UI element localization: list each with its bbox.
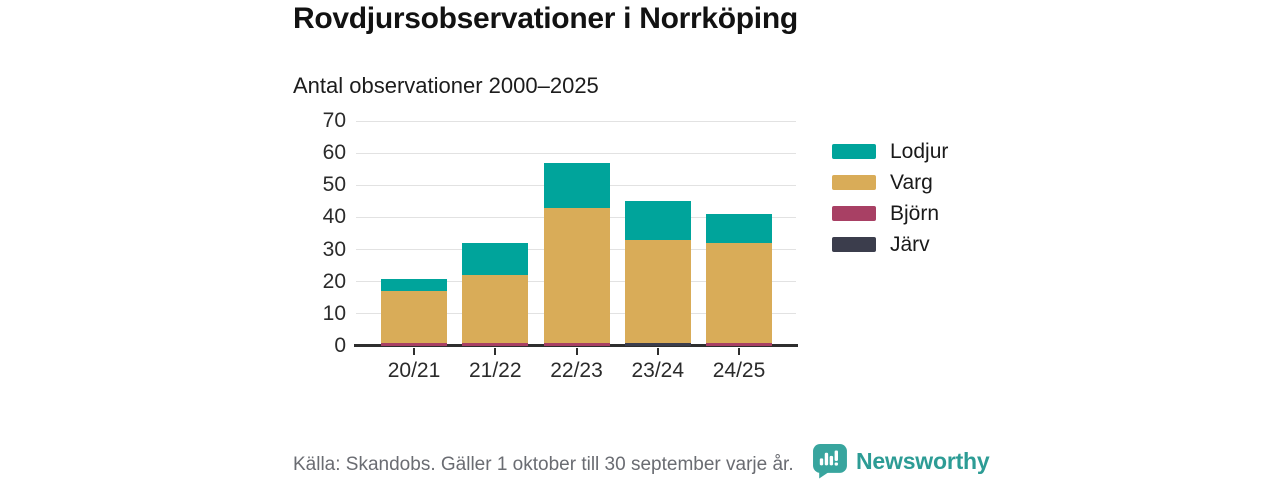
bar-segment-varg [462,275,529,343]
y-axis-tick-label: 20 [322,269,346,293]
legend-swatch-lodjur [832,144,876,159]
source-note: Källa: Skandobs. Gäller 1 oktober till 3… [293,454,794,475]
legend-label: Varg [890,170,933,194]
x-axis-tick-label: 23/24 [631,359,685,382]
y-axis-tick-label: 30 [322,237,346,261]
bar-segment-lodjur [624,201,691,240]
x-axis-tick [575,348,578,355]
bar-segment-björn [706,342,772,346]
bar-group [543,162,610,346]
legend-item-lodjur: Lodjur [832,139,949,163]
y-axis-tick-label: 50 [322,173,346,197]
y-axis-tick-label: 70 [322,109,346,132]
gridline [356,152,796,154]
x-axis-tick-label: 24/25 [712,359,766,382]
bar-segment-varg [706,243,772,343]
bar-group [381,278,447,346]
bar-segment-björn [543,342,610,346]
bar-group [624,201,691,346]
legend-swatch-varg [832,175,876,190]
chart-title: Rovdjursobservationer i Norrköping [293,2,798,35]
y-axis-tick-label: 10 [322,301,346,325]
legend-swatch-björn [832,206,876,221]
legend-label: Lodjur [890,139,949,163]
newsworthy-logo: Newsworthy [812,443,990,479]
bar-segment-varg [624,239,691,343]
x-axis-tick [494,348,497,355]
newsworthy-logo-text: Newsworthy [856,447,990,474]
bar-group [462,243,529,346]
x-axis-tick [413,348,415,355]
newsworthy-logo-icon [813,444,847,479]
legend-swatch-järv [832,237,876,252]
bar-segment-järv [624,342,691,346]
bar-segment-varg [381,291,447,343]
x-axis-tick-label: 20/21 [387,359,441,382]
plot-area: 0 10 20 30 40 50 60 70 20/21 21/22 22/23 23/24 24/25 [323,110,798,382]
legend-item-järv: Järv [832,232,948,256]
x-axis-tick-label: 21/22 [468,359,522,382]
bar-segment-björn [381,342,447,346]
legend-label: Björn [890,201,940,225]
y-axis-tick-label: 0 [334,334,346,357]
legend-item-varg: Varg [832,170,948,194]
bar-segment-lodjur [381,278,447,292]
legend-item-björn: Björn [832,201,948,225]
x-axis-tick [656,348,659,355]
bar-segment-björn [462,342,529,346]
chart-subtitle: Antal observationer 2000–2025 [293,73,599,98]
legend-label: Järv [890,232,930,256]
gridline [356,120,796,122]
bar-segment-lodjur [706,214,772,244]
x-axis-tick-label: 22/23 [550,359,603,382]
bar-segment-varg [543,207,610,343]
y-axis-tick-label: 60 [322,141,346,165]
bar-group [706,214,772,346]
bar-segment-lodjur [462,243,529,276]
x-axis-tick [738,348,740,355]
bar-segment-lodjur [543,162,610,208]
y-axis-tick-label: 40 [322,205,346,229]
legend: Lodjur Varg Björn Järv [832,139,949,265]
